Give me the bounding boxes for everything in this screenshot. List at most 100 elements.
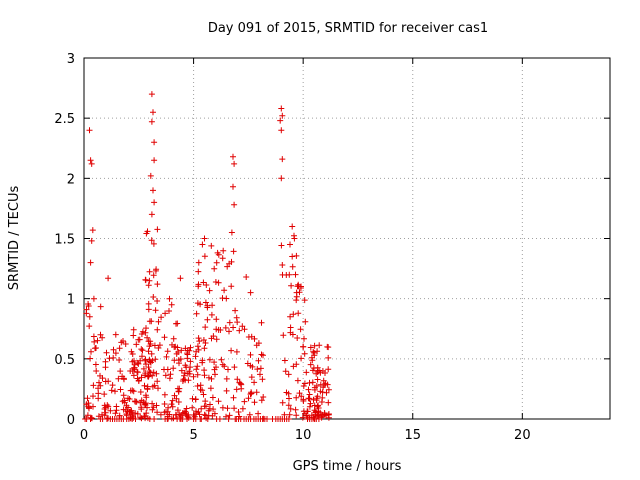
data-point <box>230 153 236 160</box>
data-point <box>144 404 150 411</box>
data-point <box>233 348 240 355</box>
data-point <box>148 91 155 98</box>
data-point <box>154 326 161 333</box>
data-point <box>88 348 94 355</box>
data-point <box>139 347 146 354</box>
data-point <box>108 387 115 394</box>
data-point <box>293 394 300 401</box>
data-point <box>301 297 308 304</box>
data-point <box>149 400 156 407</box>
data-point <box>303 412 310 419</box>
data-point <box>282 368 289 375</box>
data-point <box>298 355 305 362</box>
data-point <box>152 356 159 363</box>
data-point <box>132 416 139 422</box>
data-point <box>163 353 170 360</box>
data-point <box>86 323 93 330</box>
data-point <box>208 311 215 318</box>
data-point <box>190 373 197 380</box>
data-point <box>279 271 286 278</box>
data-point <box>145 348 152 355</box>
data-point <box>178 412 185 419</box>
data-point <box>308 354 315 361</box>
data-point <box>146 277 153 284</box>
data-point <box>230 324 237 331</box>
y-axis-label: SRMTID / TECUs <box>7 186 22 291</box>
data-point <box>153 370 160 377</box>
data-point <box>310 396 317 403</box>
data-point <box>112 350 119 357</box>
data-point <box>150 272 157 279</box>
data-point <box>278 175 285 182</box>
data-point <box>170 415 177 422</box>
data-point <box>221 363 228 370</box>
data-point <box>215 326 222 333</box>
x-axis: 0 5 10 15 20 <box>80 58 531 443</box>
data-point <box>198 416 205 422</box>
data-point <box>285 402 292 409</box>
data-point <box>208 242 215 249</box>
data-point <box>231 405 238 412</box>
data-point <box>162 372 169 379</box>
data-point <box>208 375 215 382</box>
data-point <box>264 416 270 422</box>
data-point <box>208 335 215 342</box>
data-point <box>223 387 230 394</box>
data-point <box>307 361 314 368</box>
data-point <box>199 241 206 248</box>
data-point <box>286 411 293 418</box>
data-point <box>144 386 151 393</box>
data-point <box>182 377 189 384</box>
data-point <box>212 279 219 285</box>
data-point <box>234 376 241 383</box>
data-point <box>184 370 191 377</box>
data-point <box>199 357 206 364</box>
data-point <box>131 357 137 364</box>
data-point <box>299 414 306 421</box>
data-point <box>87 259 94 266</box>
data-point <box>141 401 148 408</box>
data-point <box>317 381 324 388</box>
data-point <box>193 348 200 355</box>
data-point <box>92 361 99 368</box>
data-point <box>223 375 230 382</box>
data-point <box>130 326 137 333</box>
data-point <box>113 403 120 410</box>
data-point <box>149 406 156 413</box>
data-point <box>225 366 231 373</box>
x-tick-label: 5 <box>189 428 197 443</box>
data-point <box>146 368 153 375</box>
data-point <box>211 410 218 417</box>
data-point <box>201 367 208 374</box>
data-point <box>289 263 296 270</box>
data-point <box>174 407 181 414</box>
data-point <box>154 281 161 288</box>
data-point <box>231 364 238 371</box>
data-point <box>283 389 290 396</box>
data-point <box>137 399 144 406</box>
data-point <box>174 416 181 422</box>
data-point <box>142 276 149 283</box>
data-point <box>147 369 154 376</box>
data-point <box>289 223 296 230</box>
data-point <box>94 337 101 344</box>
data-point <box>154 378 161 385</box>
data-point <box>234 319 241 326</box>
data-point <box>196 338 203 345</box>
data-point <box>243 274 250 280</box>
data-point <box>194 383 201 389</box>
data-point <box>110 354 117 361</box>
data-point <box>102 409 109 416</box>
data-point <box>142 400 149 407</box>
data-point <box>228 229 235 236</box>
data-point <box>120 338 126 344</box>
data-point <box>194 371 201 378</box>
data-point <box>84 395 91 402</box>
data-point <box>202 398 209 405</box>
data-point <box>230 183 236 190</box>
data-point <box>279 112 286 119</box>
data-point <box>166 308 172 314</box>
data-point <box>85 303 92 309</box>
data-point <box>235 409 242 415</box>
